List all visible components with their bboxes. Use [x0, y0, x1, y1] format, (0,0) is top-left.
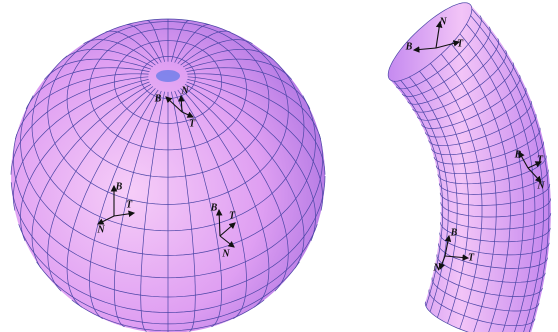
frame-label: N	[96, 224, 105, 235]
frame-label: T	[457, 38, 464, 49]
frame-label: T	[468, 252, 475, 263]
frame-label: B	[210, 202, 218, 213]
frame-label: N	[438, 16, 447, 27]
frame-label: N	[536, 180, 545, 191]
figure: BNTBNTBNTBNTBNTBNT	[0, 0, 558, 332]
pole	[156, 70, 180, 82]
frame-label: T	[126, 199, 133, 210]
frame-label: N	[221, 248, 230, 259]
tube	[388, 3, 551, 332]
sphere	[11, 19, 325, 332]
frame-label: T	[229, 210, 236, 221]
frame-label: T	[537, 154, 544, 165]
frame-label: B	[405, 41, 413, 52]
frame-label: B	[514, 149, 522, 160]
frame-label: N	[180, 85, 189, 96]
frame-label: B	[450, 227, 458, 238]
tube-body	[388, 3, 551, 332]
frame-label: T	[189, 118, 196, 129]
frame-label: N	[432, 262, 441, 273]
frame-label: B	[154, 93, 162, 104]
frame-label: B	[115, 181, 123, 192]
